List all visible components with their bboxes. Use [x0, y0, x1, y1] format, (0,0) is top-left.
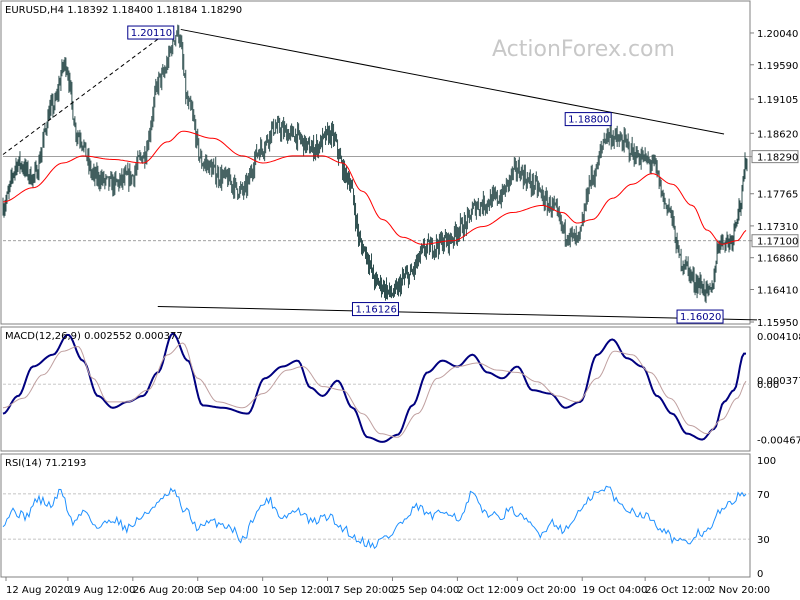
x-tick-label: 2 Nov 20:00 — [709, 585, 770, 596]
price-annotation-box — [351, 302, 399, 317]
price-tick-label: 1.16410 — [757, 285, 798, 296]
x-tick-label: 25 Sep 04:00 — [392, 585, 459, 596]
macd-panel — [0, 326, 751, 452]
price-tick-label: 1.19105 — [757, 95, 798, 106]
trendline-1 — [2, 27, 174, 155]
x-tick-label: 10 Sep 12:00 — [263, 585, 330, 596]
trendline-3 — [157, 305, 757, 321]
price-tick-label: 1.19590 — [757, 61, 798, 72]
x-tick-label: 2 Oct 12:00 — [457, 585, 516, 596]
price-annotation-box — [127, 25, 175, 40]
macd-header: MACD(12,26,9) 0.002552 0.000377 — [5, 331, 183, 342]
price-tick-label: 1.15950 — [757, 318, 798, 329]
x-tick-label: 9 Oct 20:00 — [517, 585, 576, 596]
watermark: ActionForex.com — [492, 37, 675, 62]
rsi-panel — [0, 453, 751, 578]
x-tick-label: 26 Aug 20:00 — [133, 585, 200, 596]
price-annotation-box — [564, 112, 612, 127]
price-tick-label: 1.18290 — [757, 153, 798, 164]
price-annotation-box — [676, 309, 724, 324]
macd-tick-label: 0.000377 — [757, 376, 800, 387]
x-tick-label: 26 Oct 12:00 — [645, 585, 710, 596]
x-tick-label: 19 Oct 04:00 — [582, 585, 647, 596]
price-annotation-label: 1.18800 — [568, 115, 609, 126]
x-tick-label: 19 Aug 12:00 — [68, 585, 135, 596]
macd-tick-label: 0.00 — [757, 380, 779, 391]
rsi-tick-label: 0 — [757, 569, 763, 580]
x-tick-label: 17 Sep 20:00 — [328, 585, 395, 596]
price-axis-marker — [751, 150, 799, 164]
trendline-2 — [180, 28, 725, 135]
price-tick-label: 1.17310 — [757, 222, 798, 233]
rsi-tick-label: 70 — [757, 490, 770, 501]
price-tick-label: 1.17100 — [757, 237, 798, 248]
price-tick-label: 1.17765 — [757, 190, 798, 201]
rsi-header: RSI(14) 71.2193 — [5, 458, 86, 469]
moving-average-line — [2, 130, 747, 245]
x-tick-label: 12 Aug 2020 — [6, 585, 70, 596]
price-axis-marker — [751, 234, 799, 248]
price-panel — [0, 0, 751, 325]
rsi-tick-label: 100 — [757, 456, 776, 467]
price-tick-label: 1.16860 — [757, 254, 798, 265]
rsi-line — [2, 485, 747, 550]
price-annotation-label: 1.20110 — [131, 28, 172, 39]
rsi-tick-label: 30 — [757, 535, 770, 546]
price-header: EURUSD,H4 1.18392 1.18400 1.18184 1.1829… — [5, 5, 242, 16]
x-tick-label: 3 Sep 04:00 — [198, 585, 258, 596]
price-annotation-label: 1.16020 — [680, 312, 721, 323]
price-tick-label: 1.18620 — [757, 129, 798, 140]
macd-tick-label: 0.004108 — [757, 332, 800, 343]
price-annotation-label: 1.16126 — [355, 305, 396, 316]
macd-tick-label: -0.004678 — [757, 435, 800, 446]
macd-signal-line — [2, 342, 747, 438]
price-tick-label: 1.20040 — [757, 29, 798, 40]
